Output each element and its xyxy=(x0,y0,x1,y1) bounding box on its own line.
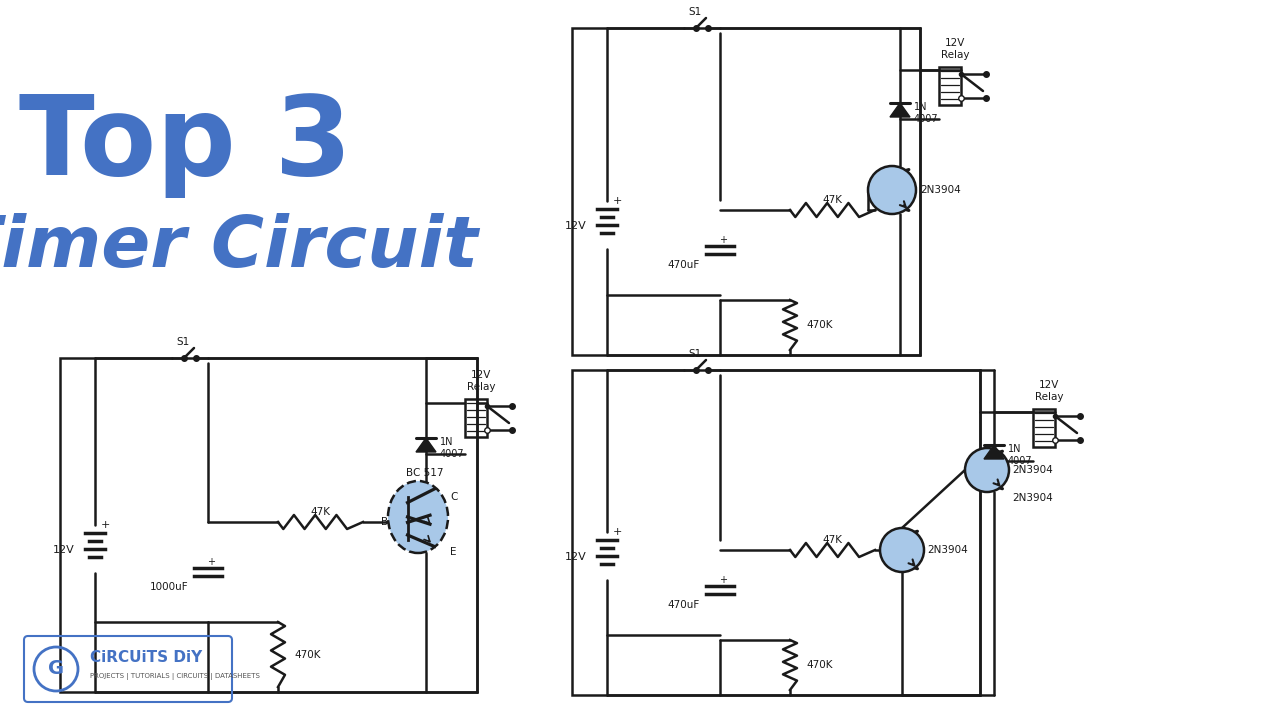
Text: Timer Circuit: Timer Circuit xyxy=(0,214,477,282)
Text: 2N3904: 2N3904 xyxy=(1012,493,1052,503)
Text: +: + xyxy=(100,520,110,530)
Text: 1N
4007: 1N 4007 xyxy=(1009,444,1033,466)
Text: PROJECTS | TUTORIALS | CIRCUITS | DATASHEETS: PROJECTS | TUTORIALS | CIRCUITS | DATASH… xyxy=(90,672,260,680)
Bar xyxy=(940,67,961,105)
Text: 470uF: 470uF xyxy=(668,260,700,270)
Text: 1N
4007: 1N 4007 xyxy=(440,437,465,459)
Text: +: + xyxy=(207,557,215,567)
Text: 470uF: 470uF xyxy=(668,600,700,610)
Text: 12V
Relay: 12V Relay xyxy=(941,38,969,60)
Text: G: G xyxy=(47,660,64,678)
Text: +: + xyxy=(612,527,622,537)
Polygon shape xyxy=(984,445,1004,459)
Text: Top 3: Top 3 xyxy=(19,91,352,199)
Bar xyxy=(60,358,477,692)
Bar xyxy=(465,399,486,437)
Polygon shape xyxy=(416,438,436,452)
Text: 470K: 470K xyxy=(806,320,832,330)
Text: BC 517: BC 517 xyxy=(406,468,443,478)
Text: 2N3904: 2N3904 xyxy=(927,545,968,555)
Text: 1N
4007: 1N 4007 xyxy=(914,102,938,124)
Text: 12V
Relay: 12V Relay xyxy=(1034,380,1064,402)
Text: 12V
Relay: 12V Relay xyxy=(467,370,495,392)
Text: 2N3904: 2N3904 xyxy=(1012,465,1052,475)
Text: S1: S1 xyxy=(689,349,701,359)
Text: 12V: 12V xyxy=(566,221,588,231)
Text: 470K: 470K xyxy=(294,649,320,660)
Text: C: C xyxy=(451,492,457,502)
Text: 12V: 12V xyxy=(566,552,588,562)
Text: 47K: 47K xyxy=(823,195,842,205)
Circle shape xyxy=(965,448,1009,492)
Text: 2N3904: 2N3904 xyxy=(920,185,961,195)
Text: CiRCUiTS DiY: CiRCUiTS DiY xyxy=(90,650,202,665)
Circle shape xyxy=(868,166,916,214)
Text: 47K: 47K xyxy=(823,535,842,545)
Ellipse shape xyxy=(388,481,448,553)
Text: 12V: 12V xyxy=(54,545,76,555)
Text: E: E xyxy=(451,547,457,557)
Circle shape xyxy=(881,528,924,572)
Text: +: + xyxy=(612,196,622,206)
Text: +: + xyxy=(719,575,727,585)
Text: 470K: 470K xyxy=(806,660,832,670)
Text: B: B xyxy=(381,517,388,527)
Text: +: + xyxy=(719,235,727,245)
Text: 1000uF: 1000uF xyxy=(150,582,188,592)
Polygon shape xyxy=(890,103,910,117)
Bar xyxy=(1033,409,1055,447)
Text: S1: S1 xyxy=(177,337,189,347)
Text: 47K: 47K xyxy=(311,507,330,517)
Bar xyxy=(572,28,920,355)
Bar xyxy=(572,370,980,695)
Text: S1: S1 xyxy=(689,7,701,17)
